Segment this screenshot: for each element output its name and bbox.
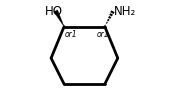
Text: NH₂: NH₂ — [114, 5, 136, 18]
Text: HO: HO — [45, 5, 63, 18]
Polygon shape — [54, 10, 64, 27]
Text: or1: or1 — [97, 30, 110, 39]
Text: or1: or1 — [65, 30, 77, 39]
